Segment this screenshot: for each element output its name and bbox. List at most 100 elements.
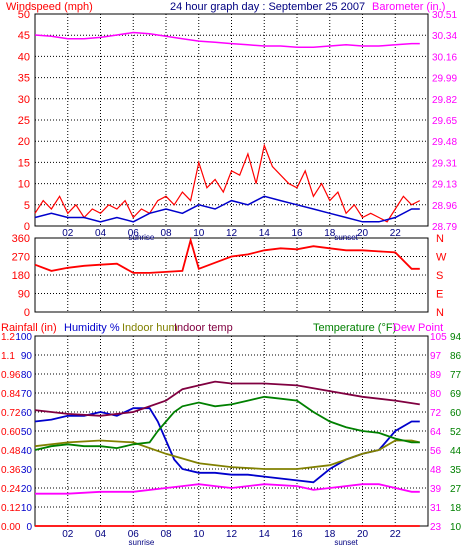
rainfall-axis-tick: 0.12 — [1, 503, 21, 514]
barometer-axis-title: Barometer (in.) — [372, 1, 445, 13]
humidity-axis-tick: 30 — [21, 465, 33, 476]
rainfall-axis-tick: 1.2 — [1, 332, 15, 343]
temp-x-tick: 04 — [95, 529, 107, 540]
temperature-axis-tick: 44 — [450, 446, 462, 457]
rainfall-axis-tick: 0.24 — [1, 484, 21, 495]
temperature-axis-tick: 60 — [450, 408, 462, 419]
humidity-axis-tick: 40 — [21, 446, 33, 457]
direction-axis-tick: 0 — [24, 307, 30, 319]
wind-axis-tick: 25 — [18, 115, 30, 127]
series-gust — [34, 195, 420, 223]
temperature-axis-tick: 35 — [450, 465, 462, 476]
direction-axis-tick: 360 — [12, 233, 30, 245]
legend-humidity: Humidity % — [64, 322, 120, 334]
wind-axis-tick: 35 — [18, 73, 30, 85]
dewpoint-axis-tick: 72 — [430, 408, 442, 419]
wind-x-tick: 10 — [193, 228, 205, 239]
compass-axis-tick: W — [436, 252, 447, 264]
barometer-axis-tick: 29.13 — [432, 180, 457, 191]
compass-axis-tick: E — [436, 289, 443, 301]
wind-x-tick: 06 — [128, 228, 140, 239]
temp-x-tick: 10 — [193, 529, 205, 540]
wind-x-tick: 20 — [357, 228, 369, 239]
dewpoint-axis-tick: 48 — [430, 465, 442, 476]
wind-axis-tick: 15 — [18, 157, 30, 169]
dewpoint-axis-tick: 97 — [430, 351, 442, 362]
temperature-axis-tick: 86 — [450, 351, 462, 362]
barometer-axis-tick: 28.96 — [432, 201, 457, 212]
barometer-axis-tick: 29.65 — [432, 116, 457, 127]
wind-x-tick: 18 — [324, 228, 336, 239]
sunset-label: sunset — [334, 538, 358, 547]
barometer-axis-tick: 29.99 — [432, 74, 457, 85]
temperature-axis-tick: 27 — [450, 484, 462, 495]
series-wind-direction — [34, 236, 420, 274]
wind-x-tick: 02 — [62, 228, 74, 239]
rainfall-axis-tick: 0.96 — [1, 370, 21, 381]
humidity-axis-tick: 90 — [21, 351, 33, 362]
dewpoint-axis-tick: 105 — [430, 332, 447, 343]
wind-x-tick: 04 — [95, 228, 107, 239]
dewpoint-axis-tick: 39 — [430, 484, 442, 495]
direction-axis-tick: 270 — [12, 252, 30, 264]
humidity-axis-tick: 20 — [21, 484, 33, 495]
dewpoint-axis-tick: 56 — [430, 446, 442, 457]
temp-x-tick: 06 — [128, 529, 140, 540]
legend-rainfall: Rainfall (in) — [1, 322, 57, 334]
temp-x-tick: 20 — [357, 529, 369, 540]
sunset-label: sunset — [334, 233, 358, 242]
temp-x-tick: 12 — [226, 529, 238, 540]
temperature-axis-tick: 18 — [450, 503, 462, 514]
wind-x-tick: 08 — [160, 228, 172, 239]
barometer-axis-tick: 29.82 — [432, 95, 457, 106]
wind-x-tick: 12 — [226, 228, 238, 239]
wind-axis-tick: 10 — [18, 179, 30, 191]
barometer-axis-tick: 28.79 — [432, 222, 457, 233]
temperature-axis-tick: 94 — [450, 332, 462, 343]
rainfall-axis-tick: 0.72 — [1, 408, 21, 419]
series-temperature-f- — [34, 395, 420, 451]
direction-axis-tick: 90 — [18, 289, 30, 301]
rainfall-axis-tick: 0.00 — [1, 522, 21, 533]
barometer-axis-tick: 30.16 — [432, 52, 457, 63]
rainfall-axis-tick: 1.1 — [1, 351, 15, 362]
windspeed-axis-title: Windspeed (mph) — [6, 1, 93, 13]
barometer-axis-tick: 29.31 — [432, 158, 457, 169]
series-windspeed-mph- — [34, 143, 421, 223]
humidity-axis-tick: 80 — [21, 370, 33, 381]
compass-axis-tick: N — [436, 307, 444, 319]
sunrise-label: sunrise — [129, 233, 155, 242]
barometer-axis-tick: 30.51 — [432, 10, 457, 21]
wind-axis-tick: 40 — [18, 51, 30, 63]
temp-x-tick: 16 — [291, 529, 303, 540]
sunrise-label: sunrise — [129, 538, 155, 547]
humidity-axis-tick: 70 — [21, 389, 33, 400]
series-dew-point — [35, 483, 420, 495]
humidity-axis-tick: 0 — [26, 522, 32, 533]
legend-dew-point: Dew Point — [393, 322, 443, 334]
dewpoint-axis-tick: 80 — [430, 389, 442, 400]
chart-title: 24 hour graph day : September 25 2007 — [170, 1, 365, 13]
series-indoor-temp — [34, 380, 420, 417]
legend-indoor-hum: Indoor hum — [122, 322, 178, 334]
temp-x-tick: 02 — [62, 529, 74, 540]
dewpoint-axis-tick: 23 — [430, 522, 442, 533]
temp-x-tick: 18 — [324, 529, 336, 540]
legend-indoor-temp: Indoor temp — [174, 322, 233, 334]
wind-x-tick: 22 — [390, 228, 402, 239]
dewpoint-axis-tick: 64 — [430, 427, 442, 438]
dewpoint-axis-tick: 89 — [430, 370, 442, 381]
humidity-axis-tick: 60 — [21, 408, 33, 419]
humidity-axis-tick: 100 — [15, 332, 32, 343]
dewpoint-axis-tick: 31 — [430, 503, 442, 514]
temperature-axis-tick: 52 — [450, 427, 462, 438]
wind-axis-tick: 20 — [18, 136, 30, 148]
temperature-axis-tick: 77 — [450, 370, 462, 381]
rainfall-axis-tick: 0.36 — [1, 465, 21, 476]
legend-temperature: Temperature (°F) — [313, 322, 396, 334]
wind-axis-tick: 30 — [18, 94, 30, 106]
humidity-axis-tick: 10 — [21, 503, 33, 514]
barometer-axis-tick: 30.34 — [432, 31, 457, 42]
